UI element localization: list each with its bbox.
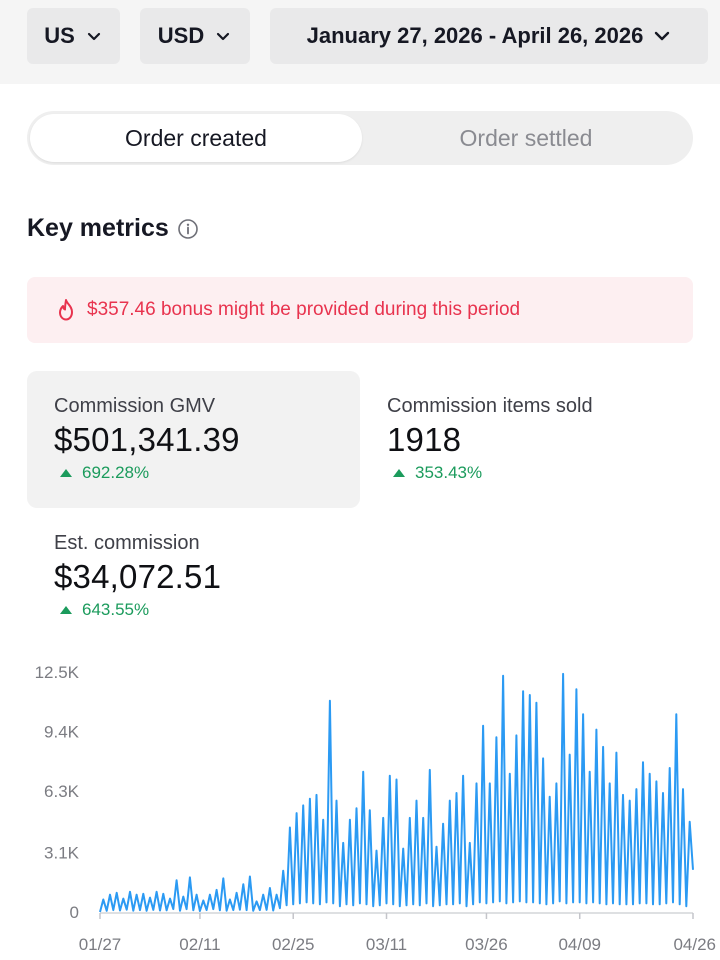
y-tick-label: 12.5K xyxy=(35,663,80,682)
section-title: Key metrics xyxy=(27,214,169,242)
bonus-banner: $357.46 bonus might be provided during t… xyxy=(27,277,693,343)
chevron-down-icon xyxy=(87,32,100,41)
metric-label: Commission items sold xyxy=(387,395,593,417)
arrow-up-icon xyxy=(60,469,72,477)
metric-value: $501,341.39 xyxy=(54,421,240,458)
y-tick-label: 0 xyxy=(70,903,79,922)
metric-value: $34,072.51 xyxy=(54,558,222,595)
bonus-text: $357.46 bonus might be provided during t… xyxy=(87,299,521,320)
metric-change-value: 353.43% xyxy=(415,463,483,482)
metric-change: 692.28% xyxy=(60,463,149,483)
metric-commission-gmv[interactable]: Commission GMV $501,341.39 692.28% xyxy=(27,371,360,508)
chevron-down-icon xyxy=(655,31,670,41)
metric-label: Est. commission xyxy=(54,532,200,554)
metric-commission-items-sold[interactable]: Commission items sold 1918 353.43% xyxy=(360,371,693,508)
metric-change: 643.55% xyxy=(60,600,149,620)
flame-icon xyxy=(59,299,73,321)
currency-select[interactable]: USD xyxy=(140,8,250,64)
x-tick-label: 04/26 xyxy=(673,935,716,954)
info-icon[interactable] xyxy=(177,218,199,240)
x-tick-label: 04/09 xyxy=(558,935,601,954)
y-tick-label: 9.4K xyxy=(44,723,80,742)
metric-est-commission[interactable]: Est. commission $34,072.51 643.55% xyxy=(27,508,360,645)
y-tick-label: 3.1K xyxy=(44,843,80,862)
tab-order-created[interactable]: Order created xyxy=(30,114,362,162)
arrow-up-icon xyxy=(393,469,405,477)
arrow-up-icon xyxy=(60,606,72,614)
metric-value: 1918 xyxy=(387,421,462,458)
order-type-toggle: Order created Order settled xyxy=(27,111,693,165)
date-range-select[interactable]: January 27, 2026 - April 26, 2026 xyxy=(270,8,708,64)
key-metrics-heading: Key metrics xyxy=(27,214,199,243)
metric-change: 353.43% xyxy=(393,463,482,483)
x-tick-label: 02/11 xyxy=(179,935,220,954)
y-axis: 0 3.1K 6.3K 9.4K 12.5K xyxy=(35,663,693,922)
x-tick-label: 02/25 xyxy=(272,935,315,954)
country-select[interactable]: US xyxy=(27,8,120,64)
x-tick-label: 03/26 xyxy=(465,935,508,954)
metric-change-value: 692.28% xyxy=(82,463,150,482)
x-tick-label: 01/27 xyxy=(79,935,122,954)
metric-change-value: 643.55% xyxy=(82,600,150,619)
tab-order-settled[interactable]: Order settled xyxy=(459,124,593,151)
date-range-value: January 27, 2026 - April 26, 2026 xyxy=(306,23,644,48)
country-select-value: US xyxy=(44,23,75,48)
currency-select-value: USD xyxy=(157,23,205,48)
x-axis: 01/27 02/11 02/25 03/11 03/26 04/09 04/26 xyxy=(79,913,716,954)
metric-label: Commission GMV xyxy=(54,395,216,417)
y-tick-label: 6.3K xyxy=(44,782,80,801)
series-line xyxy=(99,672,694,913)
chevron-down-icon xyxy=(217,32,230,41)
x-tick-label: 03/11 xyxy=(366,935,407,954)
